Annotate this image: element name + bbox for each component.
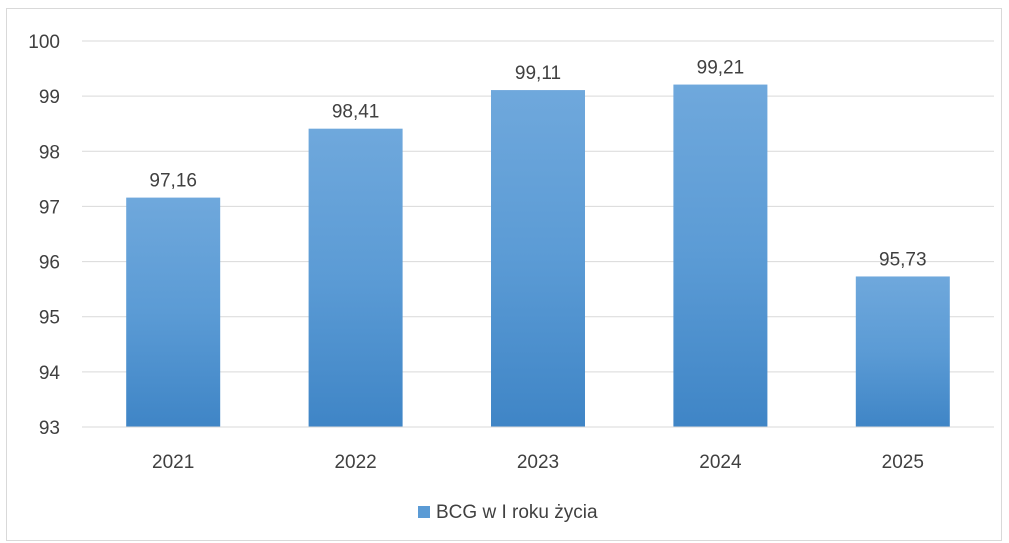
y-tick-label: 94 bbox=[39, 363, 61, 384]
legend: BCG w I roku życia bbox=[418, 502, 598, 523]
x-axis-ticks: 2021 2022 2023 2024 2025 bbox=[82, 426, 994, 473]
x-tick-label: 2024 bbox=[699, 452, 742, 473]
y-tick-label: 99 bbox=[39, 87, 60, 108]
data-label: 95,73 bbox=[879, 249, 927, 270]
data-labels: 97,16 98,41 99,11 99,21 95,73 bbox=[149, 58, 926, 271]
data-label: 98,41 bbox=[332, 102, 380, 123]
bar bbox=[855, 276, 950, 427]
x-tick-label: 2021 bbox=[152, 452, 194, 473]
x-tick-label: 2022 bbox=[334, 452, 376, 473]
y-tick-label: 96 bbox=[39, 253, 60, 274]
bar bbox=[673, 84, 768, 427]
x-tick-label: 2025 bbox=[882, 452, 924, 473]
bar bbox=[126, 197, 221, 427]
legend-label: BCG w I roku życia bbox=[436, 502, 598, 523]
y-axis-ticks: 93 94 95 96 97 98 99 100 bbox=[28, 32, 60, 439]
y-tick-label: 95 bbox=[39, 308, 60, 329]
data-label: 97,16 bbox=[149, 171, 197, 192]
data-label: 99,11 bbox=[515, 63, 561, 84]
data-label: 99,21 bbox=[697, 58, 745, 79]
y-tick-label: 100 bbox=[28, 32, 60, 53]
y-tick-label: 98 bbox=[39, 142, 60, 163]
y-tick-label: 93 bbox=[39, 418, 60, 439]
y-tick-label: 97 bbox=[39, 197, 60, 218]
legend-swatch bbox=[418, 506, 430, 518]
bars bbox=[126, 84, 950, 428]
x-tick-label: 2023 bbox=[517, 452, 559, 473]
bar bbox=[308, 128, 403, 428]
bar bbox=[491, 90, 585, 427]
